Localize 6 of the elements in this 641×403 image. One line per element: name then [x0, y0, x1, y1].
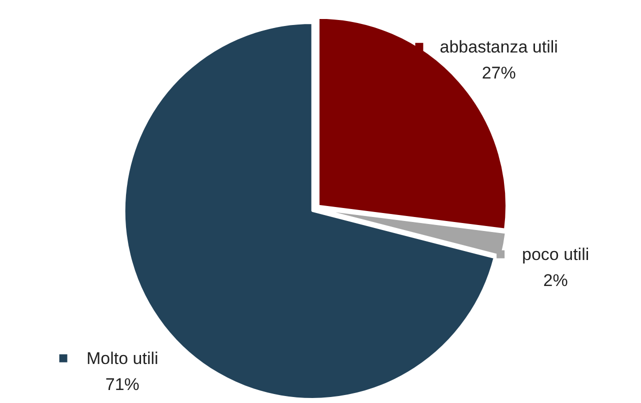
data-label: 27%	[482, 63, 516, 82]
legend-label: poco utili	[522, 244, 590, 264]
data-label: 2%	[543, 270, 568, 290]
legend-label: abbastanza utili	[440, 37, 558, 56]
legend-label: Molto utili	[86, 348, 158, 368]
data-label: 71%	[105, 374, 140, 394]
